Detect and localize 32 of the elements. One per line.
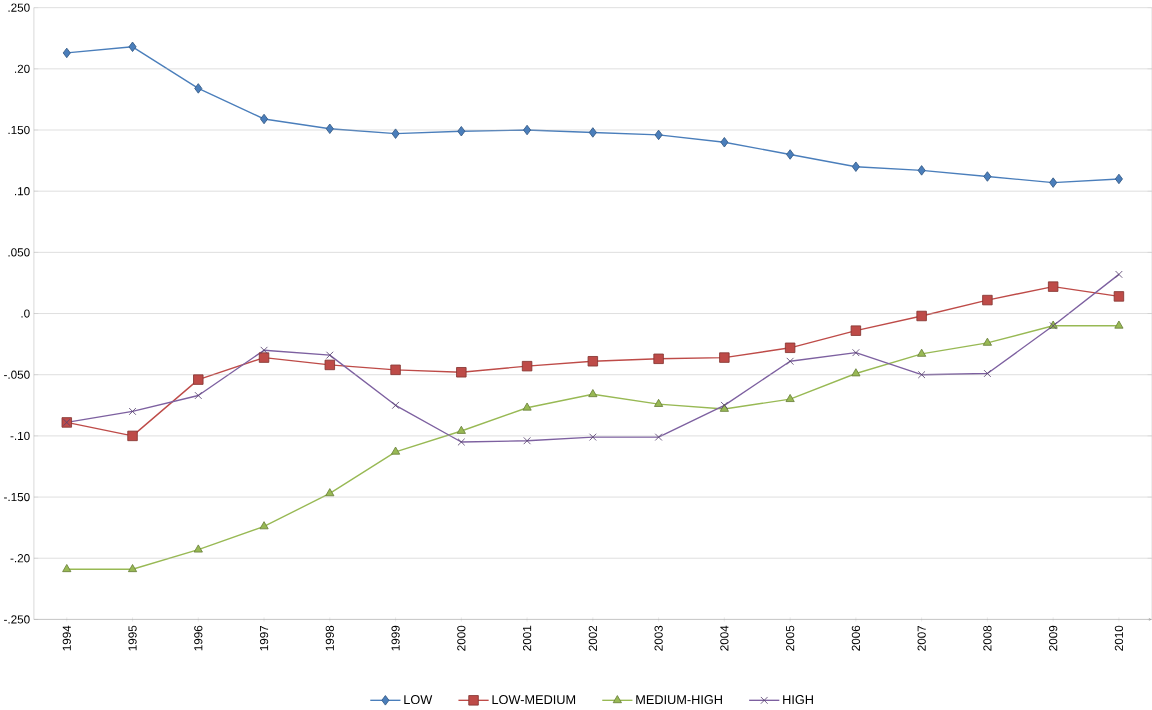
legend-label: LOW	[404, 695, 433, 705]
legend-label: MEDIUM-HIGH	[636, 695, 722, 705]
y-tick-label: -.150	[4, 493, 30, 502]
y-tick-label: .10	[14, 187, 30, 196]
x-tick-label: 2004	[720, 625, 729, 651]
x-tick-label: 2007	[917, 625, 926, 651]
y-tick-label: -.20	[10, 554, 30, 563]
legend-label: HIGH	[783, 695, 813, 705]
y-tick-label: -.10	[10, 431, 30, 441]
y-tick-label: .250	[8, 3, 30, 12]
x-tick-label: 2009	[1049, 625, 1058, 651]
x-tick-label: 2002	[588, 625, 597, 651]
legend-label: LOW-MEDIUM	[492, 695, 576, 705]
y-tick-label: -.050	[4, 370, 30, 379]
x-tick-label: 2001	[522, 625, 532, 651]
x-tick-label: 2006	[851, 625, 861, 651]
x-tick-label: 1995	[128, 625, 137, 651]
x-tick-label: 2010	[1114, 625, 1124, 651]
x-tick-label: 1999	[391, 625, 400, 651]
y-tick-label: .0	[21, 309, 30, 318]
x-tick-label: 1997	[259, 625, 269, 651]
x-tick-label: 2000	[457, 625, 466, 651]
y-tick-label: .20	[14, 64, 30, 74]
x-tick-label: 2003	[654, 625, 663, 651]
y-tick-label: .150	[8, 125, 30, 135]
x-tick-label: 1996	[194, 625, 203, 651]
x-tick-label: 2005	[786, 625, 795, 651]
x-tick-label: 1994	[62, 625, 71, 651]
y-tick-label: -.250	[4, 615, 30, 624]
x-tick-label: 2008	[983, 625, 992, 651]
x-tick-label: 1998	[325, 625, 334, 651]
y-tick-label: .050	[8, 248, 30, 257]
